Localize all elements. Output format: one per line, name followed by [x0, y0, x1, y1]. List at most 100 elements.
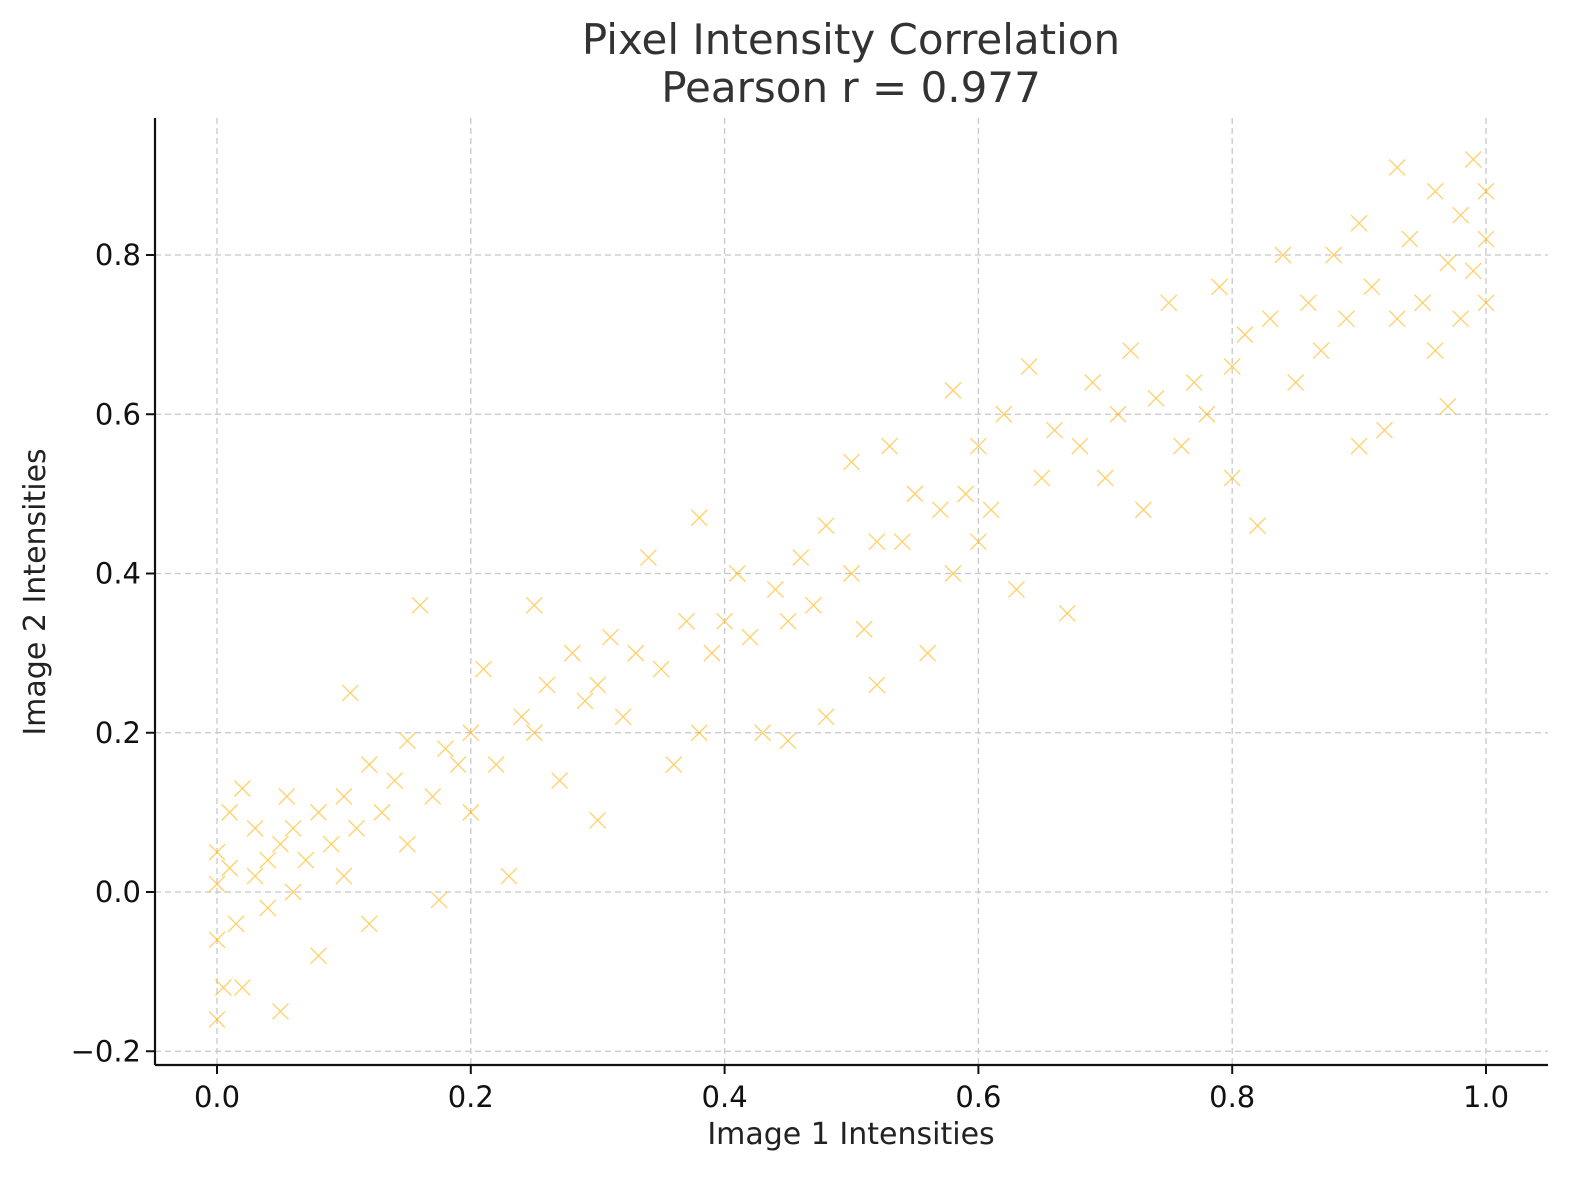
- data-point: [1426, 182, 1444, 200]
- data-point: [1452, 310, 1470, 328]
- data-point: [1464, 150, 1482, 168]
- data-point: [284, 819, 302, 837]
- y-tick-label: −0.2: [71, 1034, 141, 1068]
- data-point: [271, 1002, 289, 1020]
- data-point: [703, 644, 721, 662]
- data-point: [690, 509, 708, 527]
- data-point: [855, 620, 873, 638]
- data-point: [893, 533, 911, 551]
- data-point: [779, 732, 797, 750]
- data-point: [1134, 501, 1152, 519]
- data-point: [1172, 437, 1190, 455]
- data-point: [221, 859, 239, 877]
- data-point: [1325, 246, 1343, 264]
- data-point: [322, 835, 340, 853]
- data-point: [627, 644, 645, 662]
- data-point: [919, 644, 937, 662]
- data-point: [1185, 373, 1203, 391]
- data-point: [1337, 310, 1355, 328]
- x-tick-label: 0.0: [194, 1080, 240, 1114]
- data-point: [1350, 214, 1368, 232]
- data-point: [1236, 326, 1254, 344]
- data-point: [1452, 206, 1470, 224]
- x-tick-label: 0.4: [702, 1080, 748, 1114]
- data-point: [931, 501, 949, 519]
- scatter-points: [208, 150, 1495, 1028]
- data-point: [1109, 405, 1127, 423]
- data-point: [754, 724, 772, 742]
- x-tick-label: 0.8: [1209, 1080, 1255, 1114]
- data-point: [652, 660, 670, 678]
- data-point: [817, 708, 835, 726]
- chart-title: Pixel Intensity Correlation: [582, 15, 1120, 64]
- data-point: [1439, 254, 1457, 272]
- data-point: [589, 676, 607, 694]
- data-point: [233, 979, 251, 997]
- data-point: [563, 644, 581, 662]
- data-point: [766, 580, 784, 598]
- x-tick-label: 1.0: [1463, 1080, 1509, 1114]
- y-axis-label: Image 2 Intensities: [18, 448, 53, 735]
- data-point: [1477, 182, 1495, 200]
- data-point: [792, 549, 810, 567]
- data-point: [969, 437, 987, 455]
- data-point: [741, 628, 759, 646]
- data-point: [1464, 262, 1482, 280]
- data-point: [1033, 469, 1051, 487]
- data-point: [310, 803, 327, 821]
- data-point: [1249, 517, 1267, 535]
- data-point: [1211, 278, 1228, 296]
- data-point: [373, 803, 391, 821]
- data-point: [779, 612, 797, 630]
- data-point: [246, 819, 264, 837]
- data-point: [640, 549, 657, 567]
- data-point: [1388, 158, 1406, 176]
- data-point: [957, 485, 975, 503]
- data-point: [1223, 469, 1241, 487]
- data-point: [601, 628, 619, 646]
- x-tick-label: 0.6: [955, 1080, 1001, 1114]
- data-point: [221, 803, 239, 821]
- data-point: [462, 724, 480, 742]
- data-point: [246, 867, 264, 885]
- data-point: [969, 533, 987, 551]
- data-point: [817, 517, 835, 535]
- data-point: [678, 612, 695, 630]
- data-point: [1426, 342, 1444, 360]
- data-point: [278, 787, 296, 805]
- data-point: [906, 485, 924, 503]
- data-point: [576, 692, 594, 710]
- data-point: [436, 740, 454, 758]
- data-point: [360, 756, 378, 774]
- data-point: [487, 756, 505, 774]
- data-point: [1477, 230, 1495, 248]
- data-point: [1008, 580, 1025, 598]
- data-point: [208, 843, 226, 861]
- data-point: [1261, 310, 1279, 328]
- data-point: [424, 787, 442, 805]
- data-point: [1046, 421, 1063, 439]
- data-point: [665, 756, 683, 774]
- data-point: [944, 565, 962, 582]
- y-tick-label: 0.0: [95, 875, 141, 909]
- grid-lines: [155, 118, 1548, 1065]
- data-point: [513, 708, 531, 726]
- data-point: [398, 835, 416, 853]
- data-point: [411, 596, 429, 614]
- data-point: [525, 724, 543, 742]
- data-point: [1363, 278, 1381, 296]
- data-point: [360, 915, 378, 933]
- data-point: [271, 835, 289, 853]
- data-point: [208, 931, 226, 949]
- data-point: [995, 405, 1013, 423]
- data-point: [259, 899, 277, 917]
- data-point: [982, 501, 1000, 519]
- data-point: [538, 676, 556, 694]
- data-point: [1071, 437, 1089, 455]
- data-point: [1388, 310, 1406, 328]
- data-point: [297, 851, 315, 869]
- data-point: [284, 883, 302, 901]
- y-tick-label: 0.6: [95, 397, 141, 431]
- data-point: [500, 867, 518, 885]
